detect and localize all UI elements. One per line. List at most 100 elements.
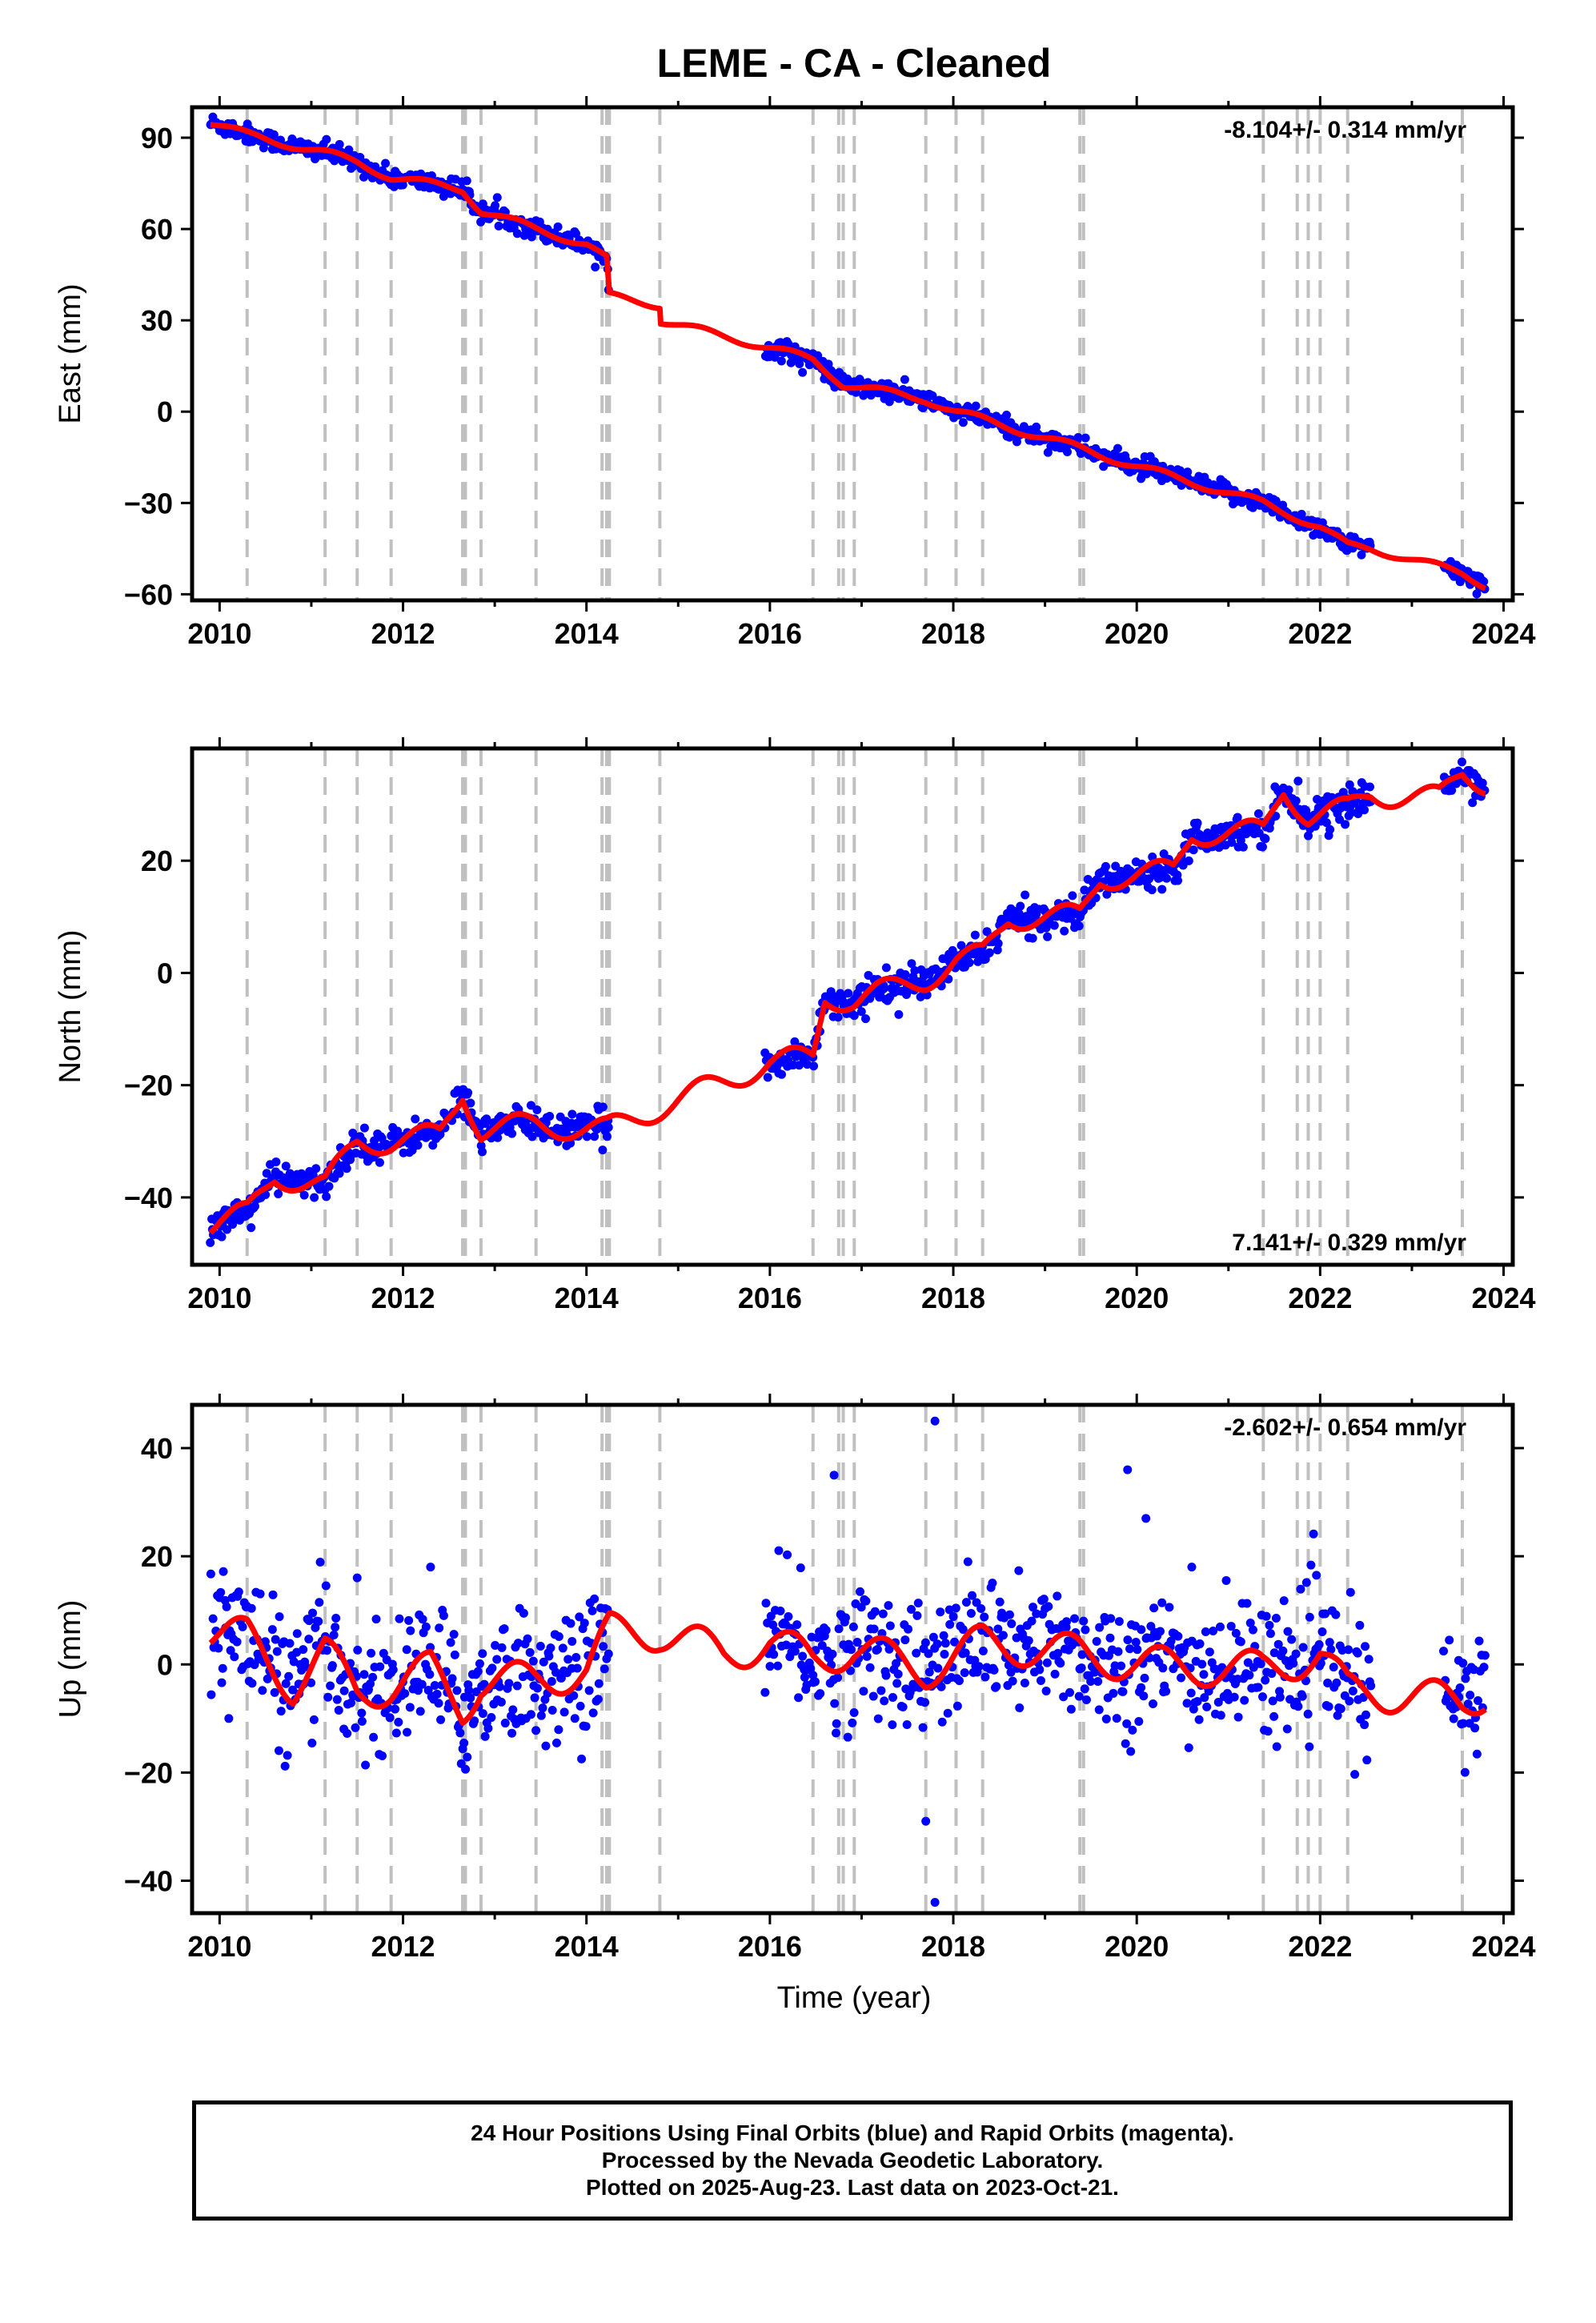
data-point	[587, 1606, 597, 1615]
data-point	[280, 1761, 290, 1771]
data-point	[1303, 1709, 1313, 1719]
data-point	[446, 1638, 455, 1647]
footer-line-3: Plotted on 2025-Aug-23. Last data on 202…	[586, 2175, 1119, 2200]
data-point	[1353, 1648, 1362, 1658]
data-point	[1263, 1727, 1273, 1736]
data-point	[769, 1650, 779, 1659]
data-point	[388, 1665, 398, 1675]
data-point	[760, 1687, 770, 1697]
data-point	[790, 1037, 800, 1046]
plot-frame	[190, 746, 1515, 1267]
data-point	[379, 1648, 388, 1658]
data-point	[435, 1623, 444, 1633]
data-point	[913, 1599, 923, 1608]
data-point	[1068, 891, 1077, 901]
data-point	[218, 1663, 227, 1673]
y-tick-label: 0	[157, 395, 173, 428]
data-point	[1362, 1755, 1372, 1765]
x-tick-label: 2016	[738, 1930, 802, 1963]
data-point	[268, 1590, 278, 1599]
data-point	[1297, 1691, 1307, 1701]
data-point	[880, 1696, 889, 1706]
data-point	[937, 1717, 947, 1727]
data-point	[411, 1114, 420, 1124]
data-point	[1305, 1612, 1314, 1622]
data-point	[1184, 856, 1193, 865]
data-point	[466, 1098, 475, 1108]
data-point	[593, 1695, 603, 1704]
data-point	[1147, 885, 1157, 895]
data-point	[272, 1647, 282, 1656]
data-point	[1173, 1631, 1183, 1641]
data-point	[773, 1661, 783, 1671]
data-point	[1066, 1704, 1076, 1714]
data-point	[873, 1714, 883, 1723]
data-point	[884, 1644, 894, 1654]
data-point	[1028, 1603, 1037, 1612]
data-point	[1081, 433, 1090, 443]
observations	[206, 757, 1490, 1247]
data-point	[473, 1667, 483, 1676]
data-point	[856, 1603, 866, 1612]
data-point	[893, 1669, 903, 1679]
rate-label: 7.141+/- 0.329 mm/yr	[1232, 1230, 1466, 1256]
data-point	[439, 191, 448, 201]
data-point	[774, 1546, 784, 1555]
data-point	[1117, 1661, 1126, 1671]
data-point	[936, 1607, 945, 1617]
data-point	[461, 1764, 471, 1774]
x-tick-label: 2016	[738, 1282, 802, 1314]
data-point	[1478, 778, 1487, 788]
data-point	[1122, 1719, 1132, 1728]
data-point	[1461, 1674, 1470, 1683]
data-point	[1229, 1692, 1239, 1702]
data-point	[1021, 890, 1030, 900]
data-point	[370, 1136, 379, 1145]
data-point	[1106, 1614, 1116, 1623]
data-point	[865, 1663, 875, 1672]
data-point	[900, 375, 909, 384]
data-point	[1293, 1702, 1303, 1711]
data-point-outlier	[1123, 1465, 1133, 1474]
data-point	[270, 1687, 279, 1697]
data-point	[862, 1651, 872, 1661]
data-point	[226, 1646, 235, 1655]
data-point	[493, 1133, 503, 1142]
data-point	[556, 1673, 566, 1683]
data-point	[310, 1193, 319, 1202]
data-point	[1296, 1584, 1305, 1594]
data-point	[765, 1662, 775, 1671]
data-point	[1193, 1697, 1202, 1707]
data-point	[940, 1639, 950, 1648]
data-point	[371, 1615, 381, 1624]
data-point	[879, 984, 888, 993]
data-point	[344, 145, 354, 154]
data-point	[598, 1102, 608, 1112]
data-point	[852, 1638, 862, 1647]
data-point	[496, 1697, 506, 1707]
data-point	[1053, 1591, 1062, 1601]
data-point	[1114, 1617, 1124, 1627]
data-point	[394, 1717, 403, 1727]
data-point	[1333, 1711, 1342, 1720]
data-point	[539, 1657, 548, 1667]
x-tick-label: 2014	[555, 1930, 619, 1963]
data-point	[961, 1598, 971, 1607]
data-point	[299, 1190, 309, 1200]
data-point	[993, 1624, 1003, 1634]
x-tick-label: 2010	[187, 617, 251, 650]
data-point	[403, 1727, 412, 1737]
data-point	[214, 1643, 223, 1653]
data-point	[406, 1626, 415, 1635]
data-point	[1008, 1676, 1017, 1686]
data-point	[439, 1611, 448, 1620]
data-point	[783, 1550, 792, 1559]
data-point	[308, 1608, 318, 1618]
data-point	[575, 1612, 584, 1622]
data-point	[1131, 1638, 1141, 1647]
data-point	[1215, 1622, 1225, 1631]
data-point	[588, 1708, 598, 1718]
data-point	[323, 1692, 333, 1702]
data-point	[833, 1673, 843, 1683]
y-tick-label: 90	[141, 122, 173, 154]
